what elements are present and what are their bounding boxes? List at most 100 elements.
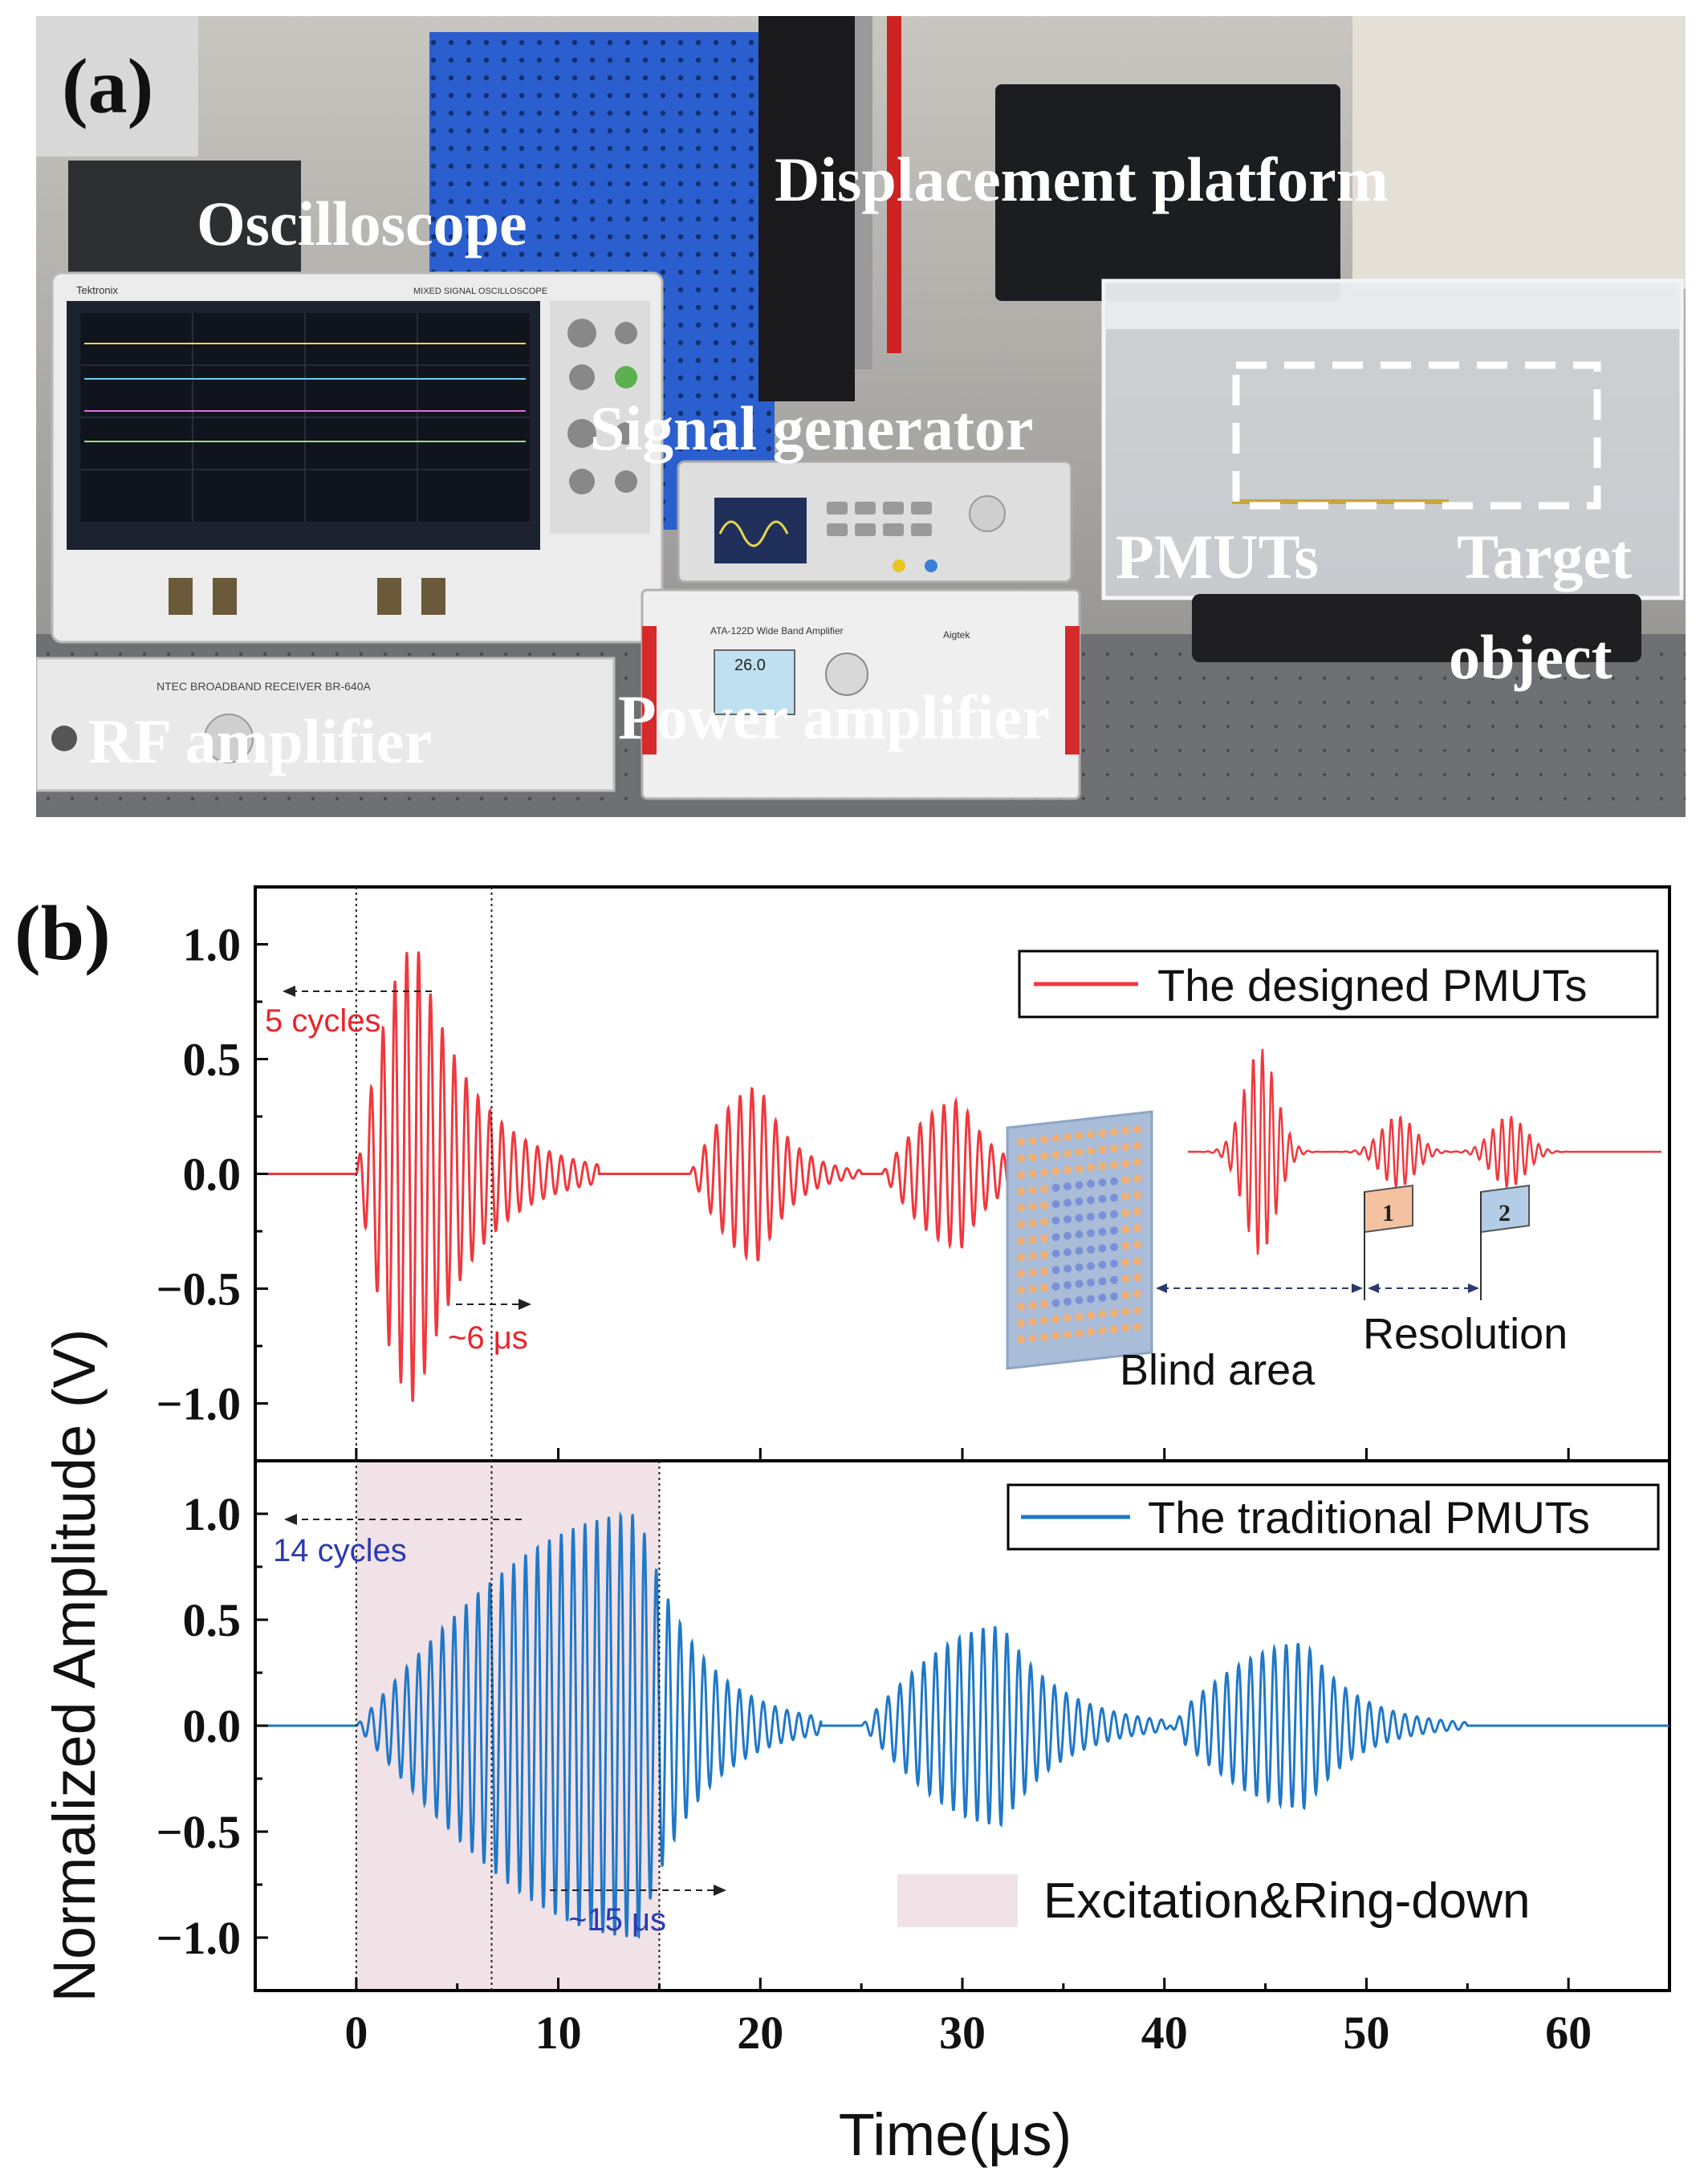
array-element [1063, 1314, 1072, 1323]
blind-area-label: Blind area [1120, 1346, 1316, 1394]
scope-brand-text: Tektronix [76, 284, 119, 296]
array-element [1098, 1227, 1107, 1236]
amp-brand-text: Aigtek [943, 629, 970, 641]
array-element [1028, 1284, 1037, 1293]
array-element [1121, 1159, 1130, 1168]
array-element [1017, 1253, 1025, 1262]
array-element [1098, 1260, 1107, 1269]
array-element [1075, 1148, 1084, 1157]
array-element [1133, 1273, 1141, 1282]
array-element [1121, 1258, 1130, 1267]
array-element [1051, 1299, 1060, 1308]
array-element [1075, 1132, 1084, 1140]
array-element [1110, 1194, 1118, 1202]
y-tick-label: 1.0 [183, 919, 242, 971]
array-element [1087, 1130, 1095, 1139]
array-element [1121, 1192, 1130, 1201]
array-element [1121, 1209, 1130, 1218]
array-element [1063, 1281, 1072, 1290]
water-tank [1101, 279, 1684, 662]
array-element [1098, 1145, 1107, 1154]
y-tick-label: −1.0 [156, 1378, 241, 1430]
array-element [1098, 1244, 1107, 1253]
array-element [1028, 1251, 1037, 1260]
y-axis-title: Normalized Amplitude (V) [41, 1329, 108, 2003]
array-element [1063, 1165, 1072, 1174]
array-element [1133, 1257, 1141, 1265]
array-element [1110, 1177, 1118, 1186]
panel-b-label: (b) [14, 890, 111, 977]
bottom-annotations: 14 cycles ~15 μs [273, 1514, 726, 1938]
waveform-chart: −1.0 −0.5 0.0 0.5 1.0 −1.0 −0.5 0.0 0.5 1.0 0 10 20 3… [14, 885, 1671, 2168]
array-element [1063, 1149, 1072, 1158]
array-element [1017, 1187, 1025, 1196]
x-axis-title: Time(μs) [839, 2101, 1072, 2168]
label-target: Target [1457, 522, 1632, 592]
array-element [1133, 1141, 1141, 1150]
array-element [1040, 1168, 1048, 1177]
y-tick-label: 0.0 [183, 1149, 242, 1201]
array-element [1017, 1154, 1025, 1163]
array-element [1087, 1328, 1095, 1336]
annotation-15us: ~15 μs [568, 1902, 666, 1938]
array-element [1121, 1126, 1130, 1135]
pmut-array-icon [1006, 1110, 1153, 1370]
array-element [1087, 1179, 1095, 1188]
array-element [1098, 1161, 1107, 1170]
array-element [1075, 1279, 1084, 1288]
lab-setup-photo: Tektronix MIXED SIGNAL OSCILLOSCOPE NTEC… [36, 16, 1686, 817]
array-element [1040, 1332, 1048, 1341]
y-tick-label: −0.5 [156, 1263, 241, 1316]
array-element [1121, 1225, 1130, 1234]
array-element [1110, 1210, 1118, 1218]
array-element [1098, 1194, 1107, 1203]
target-2-icon: 2 [1480, 1184, 1530, 1300]
array-element [1075, 1214, 1084, 1222]
array-element [1040, 1152, 1048, 1161]
array-element [1051, 1167, 1060, 1176]
array-element [1121, 1308, 1130, 1316]
array-element [1133, 1191, 1141, 1199]
array-element [1028, 1186, 1037, 1194]
time-markers [355, 887, 661, 1991]
array-element [1063, 1264, 1072, 1273]
oscilloscope-device: Tektronix MIXED SIGNAL OSCILLOSCOPE [51, 271, 664, 644]
array-element [1028, 1153, 1037, 1161]
x-tick-label: 30 [939, 2007, 986, 2059]
array-element [1017, 1237, 1025, 1245]
array-element [1075, 1296, 1084, 1304]
array-element [1017, 1138, 1025, 1146]
rf-amplifier-device: NTEC BROADBAND RECEIVER BR-640A [36, 657, 616, 792]
label-signal-generator: Signal generator [590, 393, 1033, 463]
array-element [1121, 1242, 1130, 1251]
array-element [1040, 1135, 1048, 1144]
array-element [1051, 1249, 1060, 1258]
array-element [1075, 1198, 1084, 1206]
array-element [1040, 1185, 1048, 1194]
legend-shade: Excitation&Ring-down [897, 1873, 1531, 1929]
array-element [1028, 1268, 1037, 1277]
array-element [1087, 1311, 1095, 1320]
array-element [1098, 1178, 1107, 1187]
array-element [1040, 1201, 1048, 1210]
signal-generator-device [677, 460, 1073, 584]
array-element [1028, 1334, 1037, 1343]
array-element [1098, 1310, 1107, 1319]
array-element [1087, 1262, 1095, 1271]
array-element [1121, 1143, 1130, 1152]
amp-model-text: ATA-122D Wide Band Amplifier [710, 625, 844, 636]
resolution-label: Resolution [1363, 1310, 1568, 1358]
array-element [1098, 1293, 1107, 1302]
array-element [1017, 1286, 1025, 1295]
legend-designed-label: The designed PMUTs [1157, 960, 1587, 1011]
array-element [1075, 1247, 1084, 1255]
y-tick-label: 0.0 [183, 1700, 242, 1752]
array-element [1051, 1200, 1060, 1209]
array-element [1051, 1233, 1060, 1242]
array-element [1051, 1216, 1060, 1225]
array-element [1098, 1326, 1107, 1335]
target-1-label: 1 [1382, 1200, 1394, 1226]
y-tick-label: 0.5 [183, 1594, 242, 1646]
legend-shade-label: Excitation&Ring-down [1043, 1873, 1531, 1929]
y-tick-label: −0.5 [156, 1806, 241, 1858]
